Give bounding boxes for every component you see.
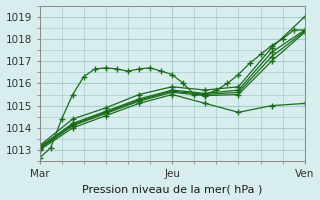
X-axis label: Pression niveau de la mer( hPa ): Pression niveau de la mer( hPa ) [82,184,262,194]
